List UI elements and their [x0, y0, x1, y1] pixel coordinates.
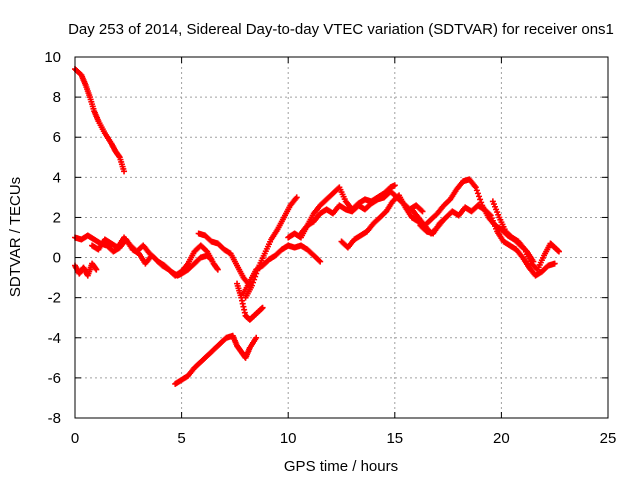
series-track-6: [172, 332, 260, 387]
ticks: [74, 56, 609, 419]
plot-frame: [74, 56, 609, 419]
y-tick-label: 10: [44, 49, 61, 66]
y-tick-label: 0: [53, 250, 61, 267]
data-point: [473, 187, 480, 194]
tick-labels: 0 5 10 15 20 25 -8 -6 -4 -2 0 2 4 6 8 10: [44, 49, 616, 447]
data-point: [551, 260, 558, 267]
series-track-7: [234, 280, 266, 323]
y-tick-label: -4: [48, 330, 61, 347]
y-tick-label: -2: [48, 290, 61, 307]
x-tick-label: 5: [177, 430, 185, 447]
data-point: [391, 182, 398, 189]
data-point: [555, 248, 562, 255]
x-tick-label: 0: [71, 430, 79, 447]
x-tick-label: 10: [280, 430, 297, 447]
data-point: [476, 193, 483, 200]
data-point: [253, 270, 260, 277]
y-tick-label: -8: [48, 410, 61, 427]
data-point: [252, 273, 259, 280]
y-tick-label: 6: [53, 129, 61, 146]
series-track-14: [417, 202, 558, 279]
x-tick-label: 20: [493, 430, 510, 447]
data-point: [486, 211, 493, 218]
data-point: [474, 190, 481, 197]
data-point: [203, 247, 210, 254]
series-track-15: [489, 198, 562, 273]
data-point: [93, 266, 100, 273]
y-tick-label: -6: [48, 370, 61, 387]
data-point: [317, 258, 324, 265]
data-point: [472, 184, 479, 191]
data-point: [259, 304, 266, 311]
data-point: [250, 279, 257, 286]
series-track-4: [89, 234, 221, 279]
series-track-1: [72, 66, 128, 175]
x-axis-label: GPS time / hours: [284, 458, 398, 475]
y-axis-label: SDTVAR / TECUs: [7, 177, 24, 297]
data-point: [214, 266, 221, 273]
data-point: [254, 267, 261, 274]
data-point: [478, 199, 485, 206]
x-tick-label: 25: [600, 430, 617, 447]
series-track-11: [297, 188, 426, 237]
data-point: [418, 207, 425, 214]
data-point: [253, 334, 260, 341]
data-point: [248, 282, 255, 289]
data-point: [477, 196, 484, 203]
y-tick-label: 4: [53, 169, 61, 186]
data-point: [293, 194, 300, 201]
y-tick-label: 2: [53, 209, 61, 226]
data-point: [316, 257, 323, 264]
y-tick-label: 8: [53, 89, 61, 106]
data-point: [121, 168, 128, 175]
chart-title: Day 253 of 2014, Sidereal Day-to-day VTE…: [68, 21, 614, 38]
series-track-9: [242, 194, 300, 301]
x-tick-label: 15: [386, 430, 403, 447]
data-layer: [72, 66, 562, 387]
data-point: [419, 208, 426, 215]
data-point: [251, 276, 258, 283]
